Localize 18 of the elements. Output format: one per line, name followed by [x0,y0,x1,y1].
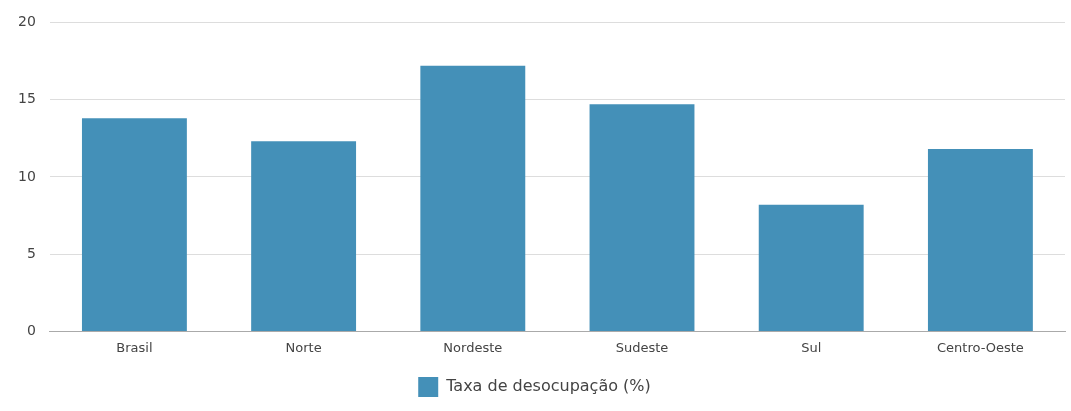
bar [251,141,357,331]
bar [927,149,1033,331]
y-tick-label: 0 [26,322,36,339]
x-tick-label: Sudeste [615,339,669,355]
y-tick-label: 20 [17,13,36,30]
bar [420,65,526,331]
y-tick-label: 5 [26,244,36,261]
x-tick-label: Nordeste [443,339,503,355]
x-tick-label: Norte [285,339,322,355]
y-tick-label: 10 [17,167,36,184]
bar [758,204,864,331]
x-tick-label: Centro-Oeste [936,339,1024,355]
y-tick-label: 15 [17,90,36,107]
x-tick-label: Brasil [116,339,153,355]
bar [81,118,187,331]
legend-label: Taxa de desocupação (%) [445,376,651,396]
bar [589,104,695,331]
x-tick-label: Sul [801,339,822,355]
